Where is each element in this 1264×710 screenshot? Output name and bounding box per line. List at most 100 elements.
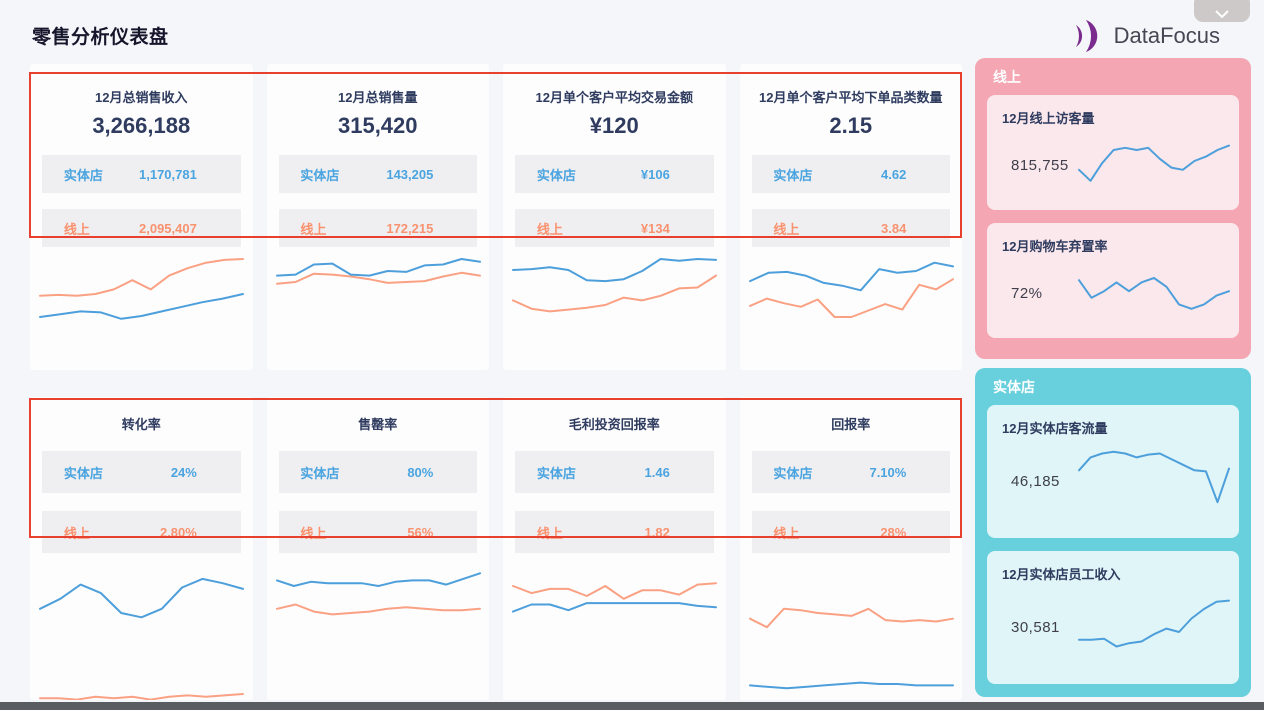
sparkline-chart — [39, 255, 244, 355]
store-value: 24% — [170, 464, 197, 480]
card-cart-abandonment[interactable]: 12月购物车弃置率 72% — [987, 223, 1239, 338]
card-store-traffic[interactable]: 12月实体店客流量 46,185 — [987, 405, 1239, 538]
store-sub-row: 实体店 7.10% — [751, 451, 950, 493]
online-value: 56% — [407, 524, 434, 540]
datafocus-logo-icon — [1075, 20, 1097, 52]
store-value: 7.10% — [869, 464, 907, 480]
store-sub-row: 实体店 4.62 — [751, 155, 950, 193]
datafocus-logo: DataFocus — [1072, 18, 1220, 54]
store-sub-row: 实体店 ¥106 — [515, 155, 714, 193]
sparkline-chart — [1078, 591, 1230, 655]
sparkline-chart — [748, 565, 954, 700]
chevron-down-icon — [1215, 10, 1229, 18]
kpi-card-conversion-rate[interactable]: 转化率 实体店 24% 线上 2.80% — [30, 397, 253, 700]
store-value: 4.62 — [881, 166, 907, 182]
store-value: 1.46 — [644, 464, 670, 480]
store-label: 实体店 — [536, 465, 576, 481]
sparkline-chart — [1078, 135, 1230, 187]
online-sub-row: 线上 ¥134 — [515, 209, 714, 247]
store-sub-row: 实体店 24% — [42, 451, 241, 493]
side-card-value: 815,755 — [1011, 157, 1069, 174]
kpi-card-return-rate[interactable]: 回报率 实体店 7.10% 线上 28% — [739, 397, 962, 700]
kpi-title: 转化率 — [121, 417, 161, 432]
kpi-row-1: 12月总销售收入 3,266,188 实体店 1,170,781 线上 2,09… — [30, 64, 962, 370]
kpi-card-sellthrough-rate[interactable]: 售罄率 实体店 80% 线上 56% — [266, 397, 489, 700]
kpi-card-total-sales[interactable]: 12月总销售量 315,420 实体店 143,205 线上 172,215 — [266, 64, 489, 370]
side-card-value: 30,581 — [1011, 619, 1060, 636]
side-card-title: 12月实体店客流量 — [1002, 421, 1108, 436]
kpi-title: 12月单个客户平均交易金额 — [535, 90, 693, 105]
sparkline-chart — [512, 565, 717, 700]
online-label: 线上 — [300, 525, 327, 541]
sparkline-chart — [1078, 263, 1230, 315]
online-panel-header: 线上 — [993, 69, 1021, 85]
kpi-card-avg-transaction[interactable]: 12月单个客户平均交易金额 ¥120 实体店 ¥106 线上 ¥134 — [503, 64, 726, 370]
kpi-title: 12月单个客户平均下单品类数量 — [759, 90, 943, 105]
online-sub-row: 线上 28% — [751, 511, 950, 553]
store-label: 实体店 — [773, 167, 813, 183]
online-value: 172,215 — [386, 220, 434, 236]
kpi-title: 12月总销售收入 — [95, 90, 188, 105]
store-value: ¥106 — [640, 166, 670, 182]
card-employee-income[interactable]: 12月实体店员工收入 30,581 — [987, 551, 1239, 684]
online-sub-row: 线上 3.84 — [751, 209, 950, 247]
kpi-title: 12月总销售量 — [338, 90, 418, 105]
online-label: 线上 — [300, 221, 327, 237]
kpi-row-2: 转化率 实体店 24% 线上 2.80% 售罄率 实体店 80% 线上 56% … — [30, 397, 962, 700]
side-card-title: 12月实体店员工收入 — [1002, 567, 1121, 582]
store-sub-row: 实体店 1.46 — [515, 451, 714, 493]
online-label: 线上 — [773, 525, 800, 541]
online-sub-row: 线上 56% — [278, 511, 477, 553]
side-card-title: 12月购物车弃置率 — [1002, 239, 1108, 254]
kpi-value: 3,266,188 — [92, 113, 191, 138]
window-bottom-bar — [0, 702, 1264, 710]
online-label: 线上 — [536, 221, 563, 237]
side-card-value: 46,185 — [1011, 473, 1060, 490]
sparkline-chart — [39, 565, 244, 700]
kpi-value: ¥120 — [589, 113, 639, 138]
kpi-card-total-revenue[interactable]: 12月总销售收入 3,266,188 实体店 1,170,781 线上 2,09… — [30, 64, 253, 370]
sparkline-chart — [512, 255, 717, 355]
kpi-title: 毛利投资回报率 — [568, 417, 660, 432]
store-sub-row: 实体店 80% — [278, 451, 477, 493]
side-card-title: 12月线上访客量 — [1002, 111, 1095, 126]
online-value: 2,095,407 — [139, 220, 197, 236]
page-title: 零售分析仪表盘 — [32, 27, 169, 48]
kpi-card-gmroi[interactable]: 毛利投资回报率 实体店 1.46 线上 1.82 — [503, 397, 726, 700]
store-value: 80% — [407, 464, 434, 480]
store-label: 实体店 — [300, 465, 340, 481]
online-sub-row: 线上 1.82 — [515, 511, 714, 553]
online-sub-row: 线上 172,215 — [278, 209, 477, 247]
store-label: 实体店 — [63, 465, 103, 481]
store-label: 实体店 — [536, 167, 576, 183]
side-card-value: 72% — [1011, 285, 1043, 302]
store-sub-row: 实体店 143,205 — [278, 155, 477, 193]
card-online-visitors[interactable]: 12月线上访客量 815,755 — [987, 95, 1239, 210]
online-sub-row: 线上 2.80% — [42, 511, 241, 553]
kpi-title: 售罄率 — [358, 417, 398, 432]
online-value: ¥134 — [640, 220, 670, 236]
online-value: 28% — [880, 524, 907, 540]
store-sub-row: 实体店 1,170,781 — [42, 155, 241, 193]
online-label: 线上 — [773, 221, 800, 237]
store-label: 实体店 — [63, 167, 103, 183]
store-value: 143,205 — [386, 166, 434, 182]
online-label: 线上 — [63, 525, 90, 541]
store-label: 实体店 — [300, 167, 340, 183]
sparkline-chart — [275, 565, 481, 700]
sparkline-chart — [275, 255, 481, 355]
kpi-card-avg-categories[interactable]: 12月单个客户平均下单品类数量 2.15 实体店 4.62 线上 3.84 — [739, 64, 962, 370]
collapse-button[interactable] — [1194, 0, 1250, 22]
online-panel: 线上 12月线上访客量 815,755 12月购物车弃置率 72% — [975, 58, 1251, 359]
sparkline-chart — [1078, 445, 1230, 509]
online-label: 线上 — [536, 525, 563, 541]
online-sub-row: 线上 2,095,407 — [42, 209, 241, 247]
kpi-value: 2.15 — [829, 113, 873, 138]
store-panel: 实体店 12月实体店客流量 46,185 12月实体店员工收入 30,581 — [975, 368, 1251, 697]
online-value: 3.84 — [881, 220, 907, 236]
store-panel-header: 实体店 — [993, 379, 1035, 395]
sparkline-chart — [748, 255, 954, 355]
kpi-title: 回报率 — [831, 417, 871, 432]
online-value: 1.82 — [644, 524, 670, 540]
store-label: 实体店 — [773, 465, 813, 481]
